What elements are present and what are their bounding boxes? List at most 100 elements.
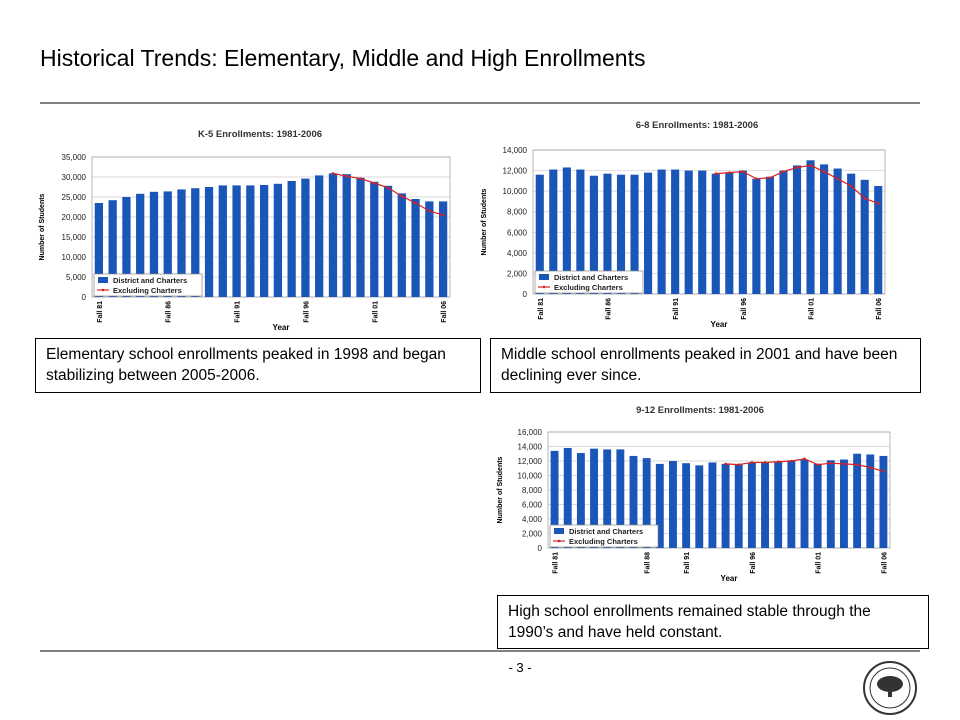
y-tick-label: 8,000 [507, 208, 528, 217]
plot-frame [532, 149, 886, 295]
x-tick-label: Fall 96 [750, 552, 757, 574]
legend-box [93, 273, 203, 297]
x-tick-label: Fall 06 [441, 301, 448, 323]
y-tick-label: 15,000 [62, 233, 87, 242]
caption: High school enrollments remained stable … [497, 595, 929, 649]
bar [765, 176, 774, 294]
bar [356, 177, 365, 297]
bar [204, 187, 214, 297]
line-marker [331, 172, 335, 175]
bar [328, 173, 338, 297]
y-axis-label: Number of Students [481, 188, 488, 255]
y-tick-label: 6,000 [522, 501, 543, 510]
line-marker [849, 184, 853, 188]
bar [879, 455, 888, 548]
bar [383, 185, 393, 297]
plot-frame [91, 156, 451, 298]
line-marker [855, 463, 859, 466]
x-axis-label: Year [273, 323, 290, 332]
line-marker [750, 461, 754, 464]
bar [792, 165, 802, 294]
plot-frame [547, 431, 891, 549]
y-tick-label: 25,000 [62, 193, 87, 202]
chart: 6-8 Enrollments: 1981-2006 0 2,000 4,000 6,0… [481, 120, 886, 329]
bar [246, 185, 255, 297]
bar [122, 197, 131, 297]
bar [752, 178, 761, 294]
x-axis-label: Year [711, 320, 728, 329]
bar [682, 463, 691, 548]
bar [655, 463, 664, 548]
bar [108, 200, 117, 297]
bar [630, 174, 639, 294]
bar [657, 169, 666, 294]
bar [642, 458, 651, 548]
bar [629, 455, 638, 548]
y-tick-label: 4,000 [507, 249, 528, 258]
bar [563, 447, 572, 548]
bar [218, 185, 227, 297]
line-marker [441, 213, 445, 217]
x-tick-label: Fall 96 [741, 298, 748, 320]
bar [94, 203, 104, 297]
legend-label: District and Charters [113, 276, 187, 285]
bar [163, 191, 172, 297]
y-axis-label: Number of Students [39, 193, 46, 260]
bar [853, 453, 862, 548]
y-tick-label: 14,000 [503, 146, 528, 155]
bar [232, 185, 241, 297]
bar [813, 463, 822, 548]
y-tick-label: 0 [523, 290, 528, 299]
bar [725, 172, 734, 294]
y-tick-label: 6,000 [507, 228, 528, 237]
logo [863, 661, 917, 715]
y-tick-label: 4,000 [522, 515, 543, 524]
legend-swatch [542, 285, 546, 289]
y-tick-label: 10,000 [62, 253, 87, 262]
bar [301, 178, 310, 297]
line-marker [763, 461, 767, 464]
legend-label: District and Charters [569, 527, 643, 536]
y-tick-label: 30,000 [62, 173, 87, 182]
line-marker [428, 209, 431, 213]
line-marker [836, 177, 839, 181]
bar [425, 201, 434, 297]
bar [698, 170, 707, 294]
bar [616, 449, 625, 548]
bar [397, 193, 406, 297]
chart: K-5 Enrollments: 1981-2006 0 5,000 10,000 15… [39, 129, 451, 332]
bar [734, 464, 743, 548]
chart-title: 6-8 Enrollments: 1981-2006 [636, 120, 759, 131]
bar [616, 174, 626, 294]
legend-swatch [554, 528, 564, 534]
y-tick-label: 12,000 [518, 457, 543, 466]
legend-swatch [557, 539, 561, 543]
line-marker [829, 461, 833, 465]
legend-label: Excluding Charters [113, 286, 182, 295]
legend-box [534, 270, 644, 294]
line-marker [816, 463, 819, 466]
bar [644, 172, 653, 294]
legend-label: Excluding Charters [554, 283, 623, 292]
caption: Elementary school enrollments peaked in … [35, 338, 481, 393]
line-marker [809, 164, 812, 167]
line-marker [714, 172, 718, 175]
x-tick-label: Fall 81 [97, 301, 104, 323]
y-tick-label: 14,000 [518, 443, 543, 452]
line-marker [776, 460, 780, 464]
bar [576, 169, 585, 294]
legend-swatch [539, 274, 549, 280]
x-tick-label: Fall 01 [816, 552, 823, 574]
bar [550, 450, 559, 548]
line-marker [724, 462, 727, 466]
line-marker [755, 177, 758, 181]
line-marker [372, 181, 376, 185]
bar [860, 179, 869, 294]
y-tick-label: 0 [538, 544, 543, 553]
chart-title: K-5 Enrollments: 1981-2006 [198, 129, 322, 140]
y-tick-label: 20,000 [62, 213, 87, 222]
line-marker [400, 194, 404, 198]
bar [259, 185, 269, 297]
